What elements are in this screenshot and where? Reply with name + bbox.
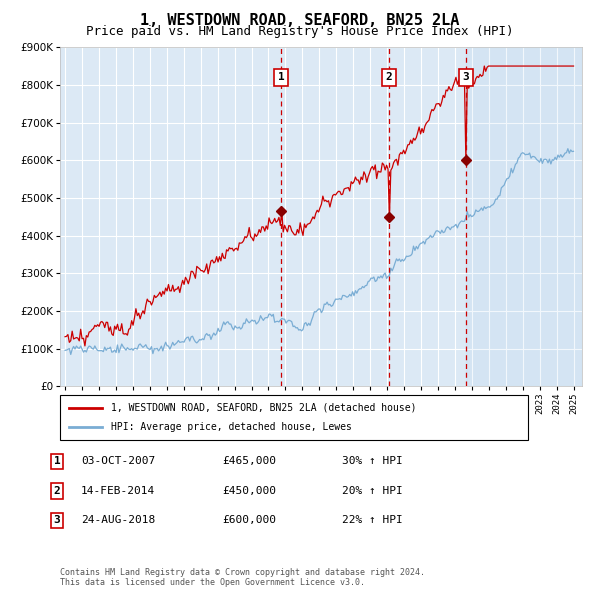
Text: Contains HM Land Registry data © Crown copyright and database right 2024.
This d: Contains HM Land Registry data © Crown c…: [60, 568, 425, 587]
Text: Price paid vs. HM Land Registry's House Price Index (HPI): Price paid vs. HM Land Registry's House …: [86, 25, 514, 38]
Text: 24-AUG-2018: 24-AUG-2018: [81, 516, 155, 525]
Text: 22% ↑ HPI: 22% ↑ HPI: [342, 516, 403, 525]
Text: 03-OCT-2007: 03-OCT-2007: [81, 457, 155, 466]
Text: 1: 1: [53, 457, 61, 466]
Text: 2: 2: [53, 486, 61, 496]
Text: 1: 1: [278, 73, 284, 83]
Text: 3: 3: [463, 73, 469, 83]
Text: 3: 3: [53, 516, 61, 525]
Text: 30% ↑ HPI: 30% ↑ HPI: [342, 457, 403, 466]
Text: HPI: Average price, detached house, Lewes: HPI: Average price, detached house, Lewe…: [112, 422, 352, 432]
Text: £465,000: £465,000: [222, 457, 276, 466]
Text: £450,000: £450,000: [222, 486, 276, 496]
Text: 1, WESTDOWN ROAD, SEAFORD, BN25 2LA (detached house): 1, WESTDOWN ROAD, SEAFORD, BN25 2LA (det…: [112, 403, 417, 412]
FancyBboxPatch shape: [60, 395, 528, 440]
Text: £600,000: £600,000: [222, 516, 276, 525]
Bar: [466, 47, 582, 386]
Text: 2: 2: [386, 73, 392, 83]
Text: 14-FEB-2014: 14-FEB-2014: [81, 486, 155, 496]
Text: 20% ↑ HPI: 20% ↑ HPI: [342, 486, 403, 496]
Text: 1, WESTDOWN ROAD, SEAFORD, BN25 2LA: 1, WESTDOWN ROAD, SEAFORD, BN25 2LA: [140, 13, 460, 28]
